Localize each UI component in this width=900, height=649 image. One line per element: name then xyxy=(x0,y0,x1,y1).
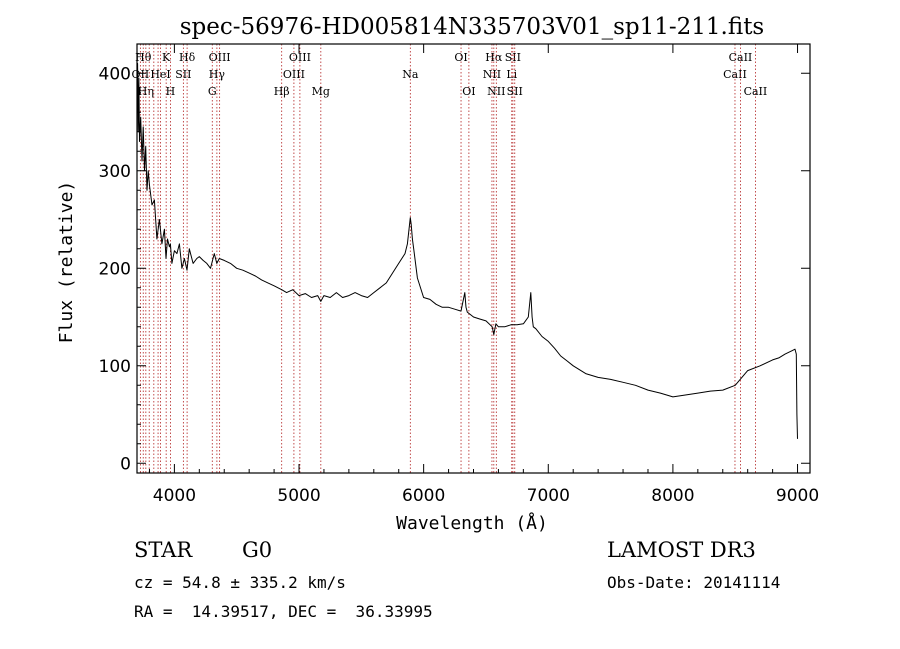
line-label: Hδ xyxy=(179,51,196,64)
line-label: Na xyxy=(402,68,419,81)
obs-date: Obs-Date: 20141114 xyxy=(607,573,781,592)
y-tick-label: 0 xyxy=(120,454,131,474)
spectrum-trace xyxy=(136,63,798,439)
x-tick-label: 9000 xyxy=(776,486,819,506)
line-label: Li xyxy=(506,68,517,81)
y-tick-label: 300 xyxy=(99,162,131,182)
line-label: NII xyxy=(487,85,505,98)
x-tick-label: 6000 xyxy=(402,486,445,506)
line-label: OIII xyxy=(283,68,305,81)
survey-name: LAMOST DR3 xyxy=(607,538,756,562)
emission-line-markers: OIIHθHηHeIKHSIIHδGHγOIIIHβOIIIOIIIMgNaOI… xyxy=(132,44,768,473)
x-axis-label: Wavelength (Å) xyxy=(396,512,548,534)
subclass: G0 xyxy=(242,538,273,562)
line-label: Hβ xyxy=(274,85,290,98)
y-tick-label: 400 xyxy=(99,64,131,84)
line-label: CaII xyxy=(744,85,768,98)
line-label: HeI xyxy=(150,68,170,81)
line-label: OIII xyxy=(289,51,311,64)
line-label: Hγ xyxy=(209,68,226,81)
line-label: G xyxy=(208,85,217,98)
line-label: OIII xyxy=(209,51,231,64)
line-label: OI xyxy=(454,51,467,64)
coordinates: RA = 14.39517, DEC = 36.33995 xyxy=(134,602,433,621)
flux-series-line xyxy=(136,63,798,439)
line-label: SII xyxy=(175,68,191,81)
line-label: NII xyxy=(483,68,501,81)
y-tick-label: 100 xyxy=(99,357,131,377)
line-label: K xyxy=(162,51,171,64)
x-tick-label: 5000 xyxy=(277,486,320,506)
object-type: STAR xyxy=(134,538,193,562)
x-tick-label: 4000 xyxy=(153,486,196,506)
redshift-readout: cz = 54.8 ± 335.2 km/s xyxy=(134,573,346,592)
line-label: SII xyxy=(507,85,523,98)
line-label: H xyxy=(166,85,176,98)
plot-frame xyxy=(136,43,811,474)
x-tick-label: 8000 xyxy=(651,486,694,506)
y-axis-label: Flux (relative) xyxy=(56,181,77,344)
line-label: Hα xyxy=(485,51,503,64)
chart-title: spec-56976-HD005814N335703V01_sp11-211.f… xyxy=(180,14,765,40)
line-label: Hη xyxy=(138,85,154,98)
line-label: CaII xyxy=(723,68,747,81)
line-label: OII xyxy=(132,68,150,81)
axes: 4000 5000 6000 7000 8000 9000 0 100 200 300 400 xyxy=(99,44,819,506)
line-label: CaII xyxy=(729,51,753,64)
y-tick-label: 200 xyxy=(99,259,131,279)
line-label: SII xyxy=(505,51,521,64)
x-tick-label: 7000 xyxy=(527,486,570,506)
line-label: Mg xyxy=(312,85,330,98)
line-label: OI xyxy=(462,85,475,98)
